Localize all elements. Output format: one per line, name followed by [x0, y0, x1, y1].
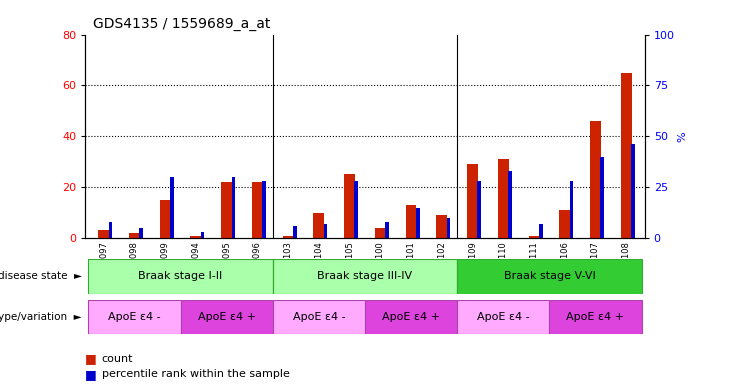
Text: genotype/variation  ►: genotype/variation ►: [0, 312, 82, 322]
Text: disease state  ►: disease state ►: [0, 271, 82, 281]
Text: ApoE ε4 -: ApoE ε4 -: [108, 312, 161, 322]
Text: GDS4135 / 1559689_a_at: GDS4135 / 1559689_a_at: [93, 17, 270, 31]
Bar: [477, 181, 481, 238]
Bar: [405, 205, 416, 238]
Bar: [313, 213, 325, 238]
Bar: [170, 177, 173, 238]
Bar: [222, 182, 232, 238]
Text: percentile rank within the sample: percentile rank within the sample: [102, 369, 290, 379]
Bar: [528, 235, 539, 238]
Text: ApoE ε4 -: ApoE ε4 -: [477, 312, 530, 322]
Bar: [436, 215, 447, 238]
Text: ApoE ε4 +: ApoE ε4 +: [566, 312, 625, 322]
Bar: [324, 224, 328, 238]
Bar: [447, 218, 451, 238]
Text: ApoE ε4 +: ApoE ε4 +: [382, 312, 440, 322]
Text: Braak stage III-IV: Braak stage III-IV: [317, 271, 413, 281]
Bar: [283, 235, 293, 238]
Bar: [88, 259, 273, 294]
Bar: [99, 230, 109, 238]
Text: count: count: [102, 354, 133, 364]
Bar: [160, 200, 170, 238]
Bar: [631, 144, 635, 238]
Bar: [344, 174, 355, 238]
Bar: [559, 210, 570, 238]
Bar: [293, 226, 296, 238]
Text: ApoE ε4 +: ApoE ε4 +: [198, 312, 256, 322]
Bar: [457, 300, 549, 334]
Bar: [508, 171, 512, 238]
Bar: [498, 159, 508, 238]
Bar: [549, 300, 642, 334]
Bar: [621, 73, 631, 238]
Bar: [539, 224, 542, 238]
Bar: [231, 177, 235, 238]
Bar: [354, 181, 358, 238]
Bar: [129, 233, 140, 238]
Bar: [457, 259, 642, 294]
Bar: [181, 300, 273, 334]
Text: Braak stage I-II: Braak stage I-II: [139, 271, 222, 281]
Y-axis label: %: %: [677, 131, 688, 142]
Bar: [273, 300, 365, 334]
Bar: [88, 300, 181, 334]
Bar: [139, 228, 143, 238]
Bar: [109, 222, 113, 238]
Bar: [375, 228, 386, 238]
Bar: [600, 157, 604, 238]
Bar: [570, 181, 574, 238]
Bar: [416, 207, 419, 238]
Bar: [252, 182, 263, 238]
Text: ApoE ε4 -: ApoE ε4 -: [293, 312, 345, 322]
Bar: [590, 121, 601, 238]
Text: ■: ■: [85, 368, 97, 381]
Bar: [385, 222, 389, 238]
Text: ■: ■: [85, 353, 97, 366]
Bar: [201, 232, 205, 238]
Bar: [365, 300, 457, 334]
Text: Braak stage V-VI: Braak stage V-VI: [503, 271, 595, 281]
Bar: [273, 259, 457, 294]
Bar: [190, 235, 202, 238]
Bar: [467, 164, 478, 238]
Bar: [262, 181, 266, 238]
